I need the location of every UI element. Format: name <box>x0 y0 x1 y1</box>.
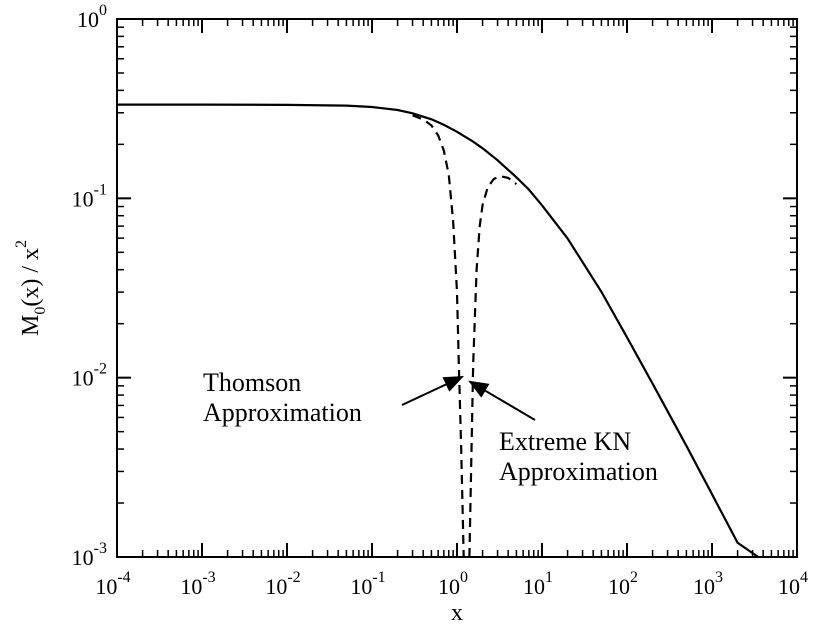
annotation-text: Extreme KN Approximation <box>499 427 658 486</box>
x-tick-label: 102 <box>608 569 638 599</box>
y-axis-title-sup: 2 <box>13 240 30 248</box>
x-tick-label: 101 <box>523 569 553 599</box>
y-axis-title-base: M <box>18 315 44 336</box>
y-axis-title-mid: (x) / x <box>18 248 44 307</box>
x-tick-label: 10-3 <box>180 569 215 599</box>
annotation-arrow <box>401 375 464 406</box>
ticks <box>116 18 798 558</box>
series-line-2 <box>412 114 465 558</box>
y-tick-label: 10-3 <box>72 540 107 570</box>
series-layer <box>117 103 759 558</box>
x-tick-label: 100 <box>438 569 468 599</box>
annotation-layer: Thomson Approximation Extreme KN Approximat… <box>203 368 658 486</box>
x-tick-label: 104 <box>778 569 808 599</box>
y-axis-title-sub: 0 <box>32 307 49 315</box>
x-tick-label: 10-2 <box>265 569 300 599</box>
y-axis-title: M0(x) / x2 <box>13 240 49 336</box>
annotation-2: Extreme KN Approximation <box>468 380 658 486</box>
series-line-1 <box>117 103 759 558</box>
y-tick-label: 10-2 <box>72 361 107 391</box>
annotation-text: Thomson Approximation <box>203 368 362 427</box>
y-tick-label: 100 <box>77 2 107 32</box>
x-tick-label: 10-1 <box>350 569 385 599</box>
x-tick-label: 10-4 <box>95 569 130 599</box>
annotation-1: Thomson Approximation <box>203 368 464 427</box>
annotation-arrow <box>468 380 536 421</box>
x-axis-title: x <box>451 600 463 624</box>
series-line-3 <box>468 174 518 558</box>
y-tick-label: 10-1 <box>72 181 107 211</box>
x-tick-label: 103 <box>693 569 723 599</box>
tick-labels: 10-4 10-3 10-2 10-1 100 101 102 103 10410-310-21… <box>72 2 808 599</box>
